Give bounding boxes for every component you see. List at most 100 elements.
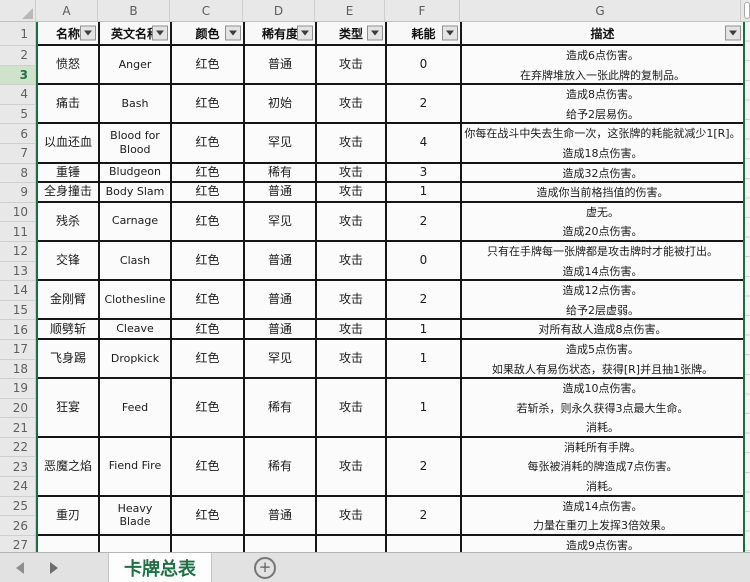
table-row[interactable]: 全身撞击 Body Slam 红色 普通 攻击 1 造成你当前格挡值的伤害。	[38, 183, 743, 203]
cell-description[interactable]: 只有在手牌每一张牌都是攻击牌时才能被打出。 造成14点伤害。	[462, 242, 743, 279]
row-number-8[interactable]: 8	[0, 163, 36, 184]
cell-type[interactable]: 攻击	[317, 124, 387, 162]
cell-description[interactable]: 对所有敌人造成8点伤害。	[462, 320, 743, 338]
cell-color[interactable]: 红色	[172, 496, 245, 534]
cell-english-name[interactable]: Anger	[100, 46, 172, 84]
table-row[interactable]: 重刃 Heavy Blade 红色 普通 攻击 2 造成14点伤害。 力量在重刃上发挥3倍效果…	[38, 496, 743, 536]
cell-english-name[interactable]: Body Slam	[100, 183, 172, 201]
row-number-15[interactable]: 15	[0, 300, 36, 321]
cell-rarity[interactable]: 罕见	[245, 124, 317, 162]
cell-rarity[interactable]	[245, 535, 317, 554]
vertical-scrollbar-thumb[interactable]	[744, 2, 750, 19]
cell-name[interactable]: 残杀	[38, 202, 100, 240]
filter-dropdown-button[interactable]	[225, 25, 241, 41]
cell-english-name[interactable]: Clash	[100, 241, 172, 280]
filter-dropdown-button[interactable]	[442, 25, 458, 41]
cell-cost[interactable]: 0	[387, 46, 462, 84]
table-row[interactable]: 顺劈斩 Cleave 红色 普通 攻击 1 对所有敌人造成8点伤害。	[38, 320, 743, 340]
prev-sheet-arrow-icon[interactable]	[16, 561, 24, 574]
table-row[interactable]: 痛击 Bash 红色 初始 攻击 2 造成8点伤害。 给予2层易伤。	[38, 85, 743, 125]
row-number-10[interactable]: 10	[0, 202, 36, 223]
cell-color[interactable]: 红色	[172, 46, 245, 84]
cell-cost[interactable]: 1	[387, 339, 462, 378]
cell-rarity[interactable]: 普通	[245, 46, 317, 84]
cell-description[interactable]: 造成6点伤害。 在弃牌堆放入一张此牌的复制品。	[462, 46, 743, 83]
next-sheet-arrow-icon[interactable]	[50, 561, 58, 574]
cell-name[interactable]: 恶魔之焰	[38, 437, 100, 495]
cell-rarity[interactable]: 普通	[245, 281, 317, 319]
cell-color[interactable]: 红色	[172, 437, 245, 495]
table-row[interactable]: 残杀 Carnage 红色 罕见 攻击 2 虚无。 造成20点伤害。	[38, 202, 743, 242]
row-number-22[interactable]: 22	[0, 437, 36, 458]
cell-rarity[interactable]: 罕见	[245, 339, 317, 378]
cell-type[interactable]: 攻击	[317, 202, 387, 240]
cell-cost[interactable]	[387, 535, 462, 554]
cell-rarity[interactable]: 罕见	[245, 202, 317, 240]
cell-type[interactable]: 攻击	[317, 281, 387, 319]
column-letter-a[interactable]: A	[36, 0, 98, 21]
column-header-7[interactable]: 描述	[462, 22, 743, 44]
cell-type[interactable]: 攻击	[317, 85, 387, 123]
row-number-7[interactable]: 7	[0, 143, 36, 164]
cell-color[interactable]: 红色	[172, 281, 245, 319]
cell-rarity[interactable]: 稀有	[245, 379, 317, 436]
row-number-18[interactable]: 18	[0, 359, 36, 380]
cell-rarity[interactable]: 普通	[245, 320, 317, 338]
cell-description[interactable]: 你每在战斗中失去生命一次，这张牌的耗能就减少1[R]。 造成18点伤害。	[462, 124, 743, 161]
cell-type[interactable]	[317, 535, 387, 554]
cell-rarity[interactable]: 稀有	[245, 163, 317, 182]
table-row[interactable]: 恶魔之焰 Fiend Fire 红色 稀有 攻击 2 消耗所有手牌。 每张被消耗的牌造成7点伤…	[38, 437, 743, 497]
row-number-17[interactable]: 17	[0, 339, 36, 360]
cell-description[interactable]: 造成10点伤害。 若斩杀，则永久获得3点最大生命。 消耗。	[462, 379, 743, 436]
cell-name[interactable]: 全身撞击	[38, 183, 100, 201]
row-number-14[interactable]: 14	[0, 281, 36, 301]
cell-color[interactable]	[172, 535, 245, 554]
column-header-2[interactable]: 英文名称	[100, 22, 172, 44]
select-all-corner[interactable]	[0, 0, 36, 21]
row-number-13[interactable]: 13	[0, 261, 36, 282]
cell-name[interactable]: 交锋	[38, 241, 100, 280]
cell-type[interactable]: 攻击	[317, 339, 387, 378]
cell-description[interactable]: 消耗所有手牌。 每张被消耗的牌造成7点伤害。 消耗。	[462, 438, 743, 495]
cell-description[interactable]: 造成14点伤害。 力量在重刃上发挥3倍效果。	[462, 497, 743, 534]
cell-description[interactable]: 造成32点伤害。	[462, 164, 743, 182]
column-letter-c[interactable]: C	[170, 0, 243, 21]
row-number-23[interactable]: 23	[0, 457, 36, 478]
cell-color[interactable]: 红色	[172, 163, 245, 182]
cell-name[interactable]: 金刚臂	[38, 281, 100, 319]
row-number-24[interactable]: 24	[0, 477, 36, 497]
row-number-5[interactable]: 5	[0, 104, 36, 125]
row-number-4[interactable]: 4	[0, 85, 36, 105]
row-number-26[interactable]: 26	[0, 516, 36, 536]
filter-dropdown-button[interactable]	[80, 25, 96, 41]
cell-cost[interactable]: 2	[387, 281, 462, 319]
cell-type[interactable]: 攻击	[317, 46, 387, 84]
cell-name[interactable]: 痛击	[38, 85, 100, 123]
cell-name[interactable]: 狂宴	[38, 379, 100, 436]
cell-name[interactable]: 飞身踢	[38, 339, 100, 378]
cell-description[interactable]: 造成你当前格挡值的伤害。	[462, 183, 743, 201]
cell-cost[interactable]: 4	[387, 124, 462, 162]
cell-rarity[interactable]: 稀有	[245, 437, 317, 495]
cell-cost[interactable]: 1	[387, 183, 462, 201]
cell-color[interactable]: 红色	[172, 241, 245, 280]
cell-type[interactable]: 攻击	[317, 183, 387, 201]
row-number-9[interactable]: 9	[0, 183, 36, 203]
table-row[interactable]: 飞身踢 Dropkick 红色 罕见 攻击 1 造成5点伤害。 如果敌人有易伤状态，获得[R]…	[38, 339, 743, 380]
row-number-3[interactable]: 3	[0, 65, 36, 86]
cell-english-name[interactable]: Fiend Fire	[100, 437, 172, 495]
cell-rarity[interactable]: 普通	[245, 183, 317, 201]
table-row[interactable]: 以血还血 Blood for Blood 红色 罕见 攻击 4 你每在战斗中失去生命一次，这…	[38, 124, 743, 164]
cell-description[interactable]: 造成9点伤害。	[462, 536, 743, 554]
cell-name[interactable]: 顺劈斩	[38, 320, 100, 338]
column-letter-d[interactable]: D	[243, 0, 315, 21]
cell-cost[interactable]: 3	[387, 163, 462, 182]
filter-dropdown-button[interactable]	[152, 25, 168, 41]
cell-color[interactable]: 红色	[172, 339, 245, 378]
cell-cost[interactable]: 2	[387, 202, 462, 240]
cell-name[interactable]: 愤怒	[38, 46, 100, 84]
column-letter-f[interactable]: F	[385, 0, 460, 21]
column-letter-e[interactable]: E	[315, 0, 385, 21]
row-number-2[interactable]: 2	[0, 46, 36, 66]
column-header-4[interactable]: 稀有度	[245, 22, 317, 44]
